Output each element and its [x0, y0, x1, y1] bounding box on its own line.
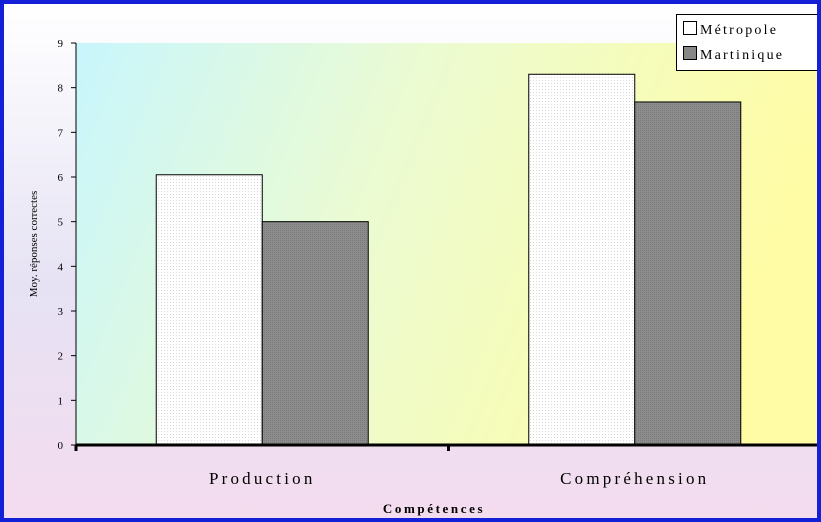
- legend-label-metropole: Métropole: [700, 23, 779, 38]
- y-tick-label: 9: [58, 38, 64, 50]
- y-tick-label: 1: [58, 395, 64, 407]
- legend-swatch-martinique: [683, 46, 697, 60]
- y-tick-label: 7: [58, 127, 64, 139]
- y-tick-label: 6: [58, 172, 64, 184]
- x-tick-label: Production: [209, 469, 316, 488]
- legend-label-martinique: Martinique: [700, 48, 785, 63]
- x-axis-title: Compétences: [383, 501, 485, 516]
- y-tick-label: 0: [58, 440, 64, 452]
- legend-swatch-metropole: [683, 21, 697, 35]
- x-tick-label: Compréhension: [560, 469, 709, 488]
- y-tick-label: 3: [58, 306, 64, 318]
- y-tick-label: 2: [58, 351, 64, 363]
- y-axis-title: Moy. réponses correctes: [28, 191, 40, 298]
- bar-metropole-production: [155, 174, 263, 446]
- legend-item-martinique: Martinique: [683, 46, 784, 66]
- bar-martinique-comprehension: [634, 101, 742, 446]
- chart-legend: Métropole Martinique: [676, 14, 817, 71]
- bar-martinique-production: [261, 221, 369, 446]
- legend-item-metropole: Métropole: [683, 21, 778, 41]
- y-tick-label: 8: [58, 83, 64, 95]
- y-tick-label: 5: [58, 217, 64, 229]
- bar-chart: Production Compréhension 0 1 2 3 4 5 6 7 8 9 Compét…: [28, 38, 817, 516]
- y-tick-label: 4: [58, 261, 64, 273]
- bar-metropole-comprehension: [528, 73, 636, 446]
